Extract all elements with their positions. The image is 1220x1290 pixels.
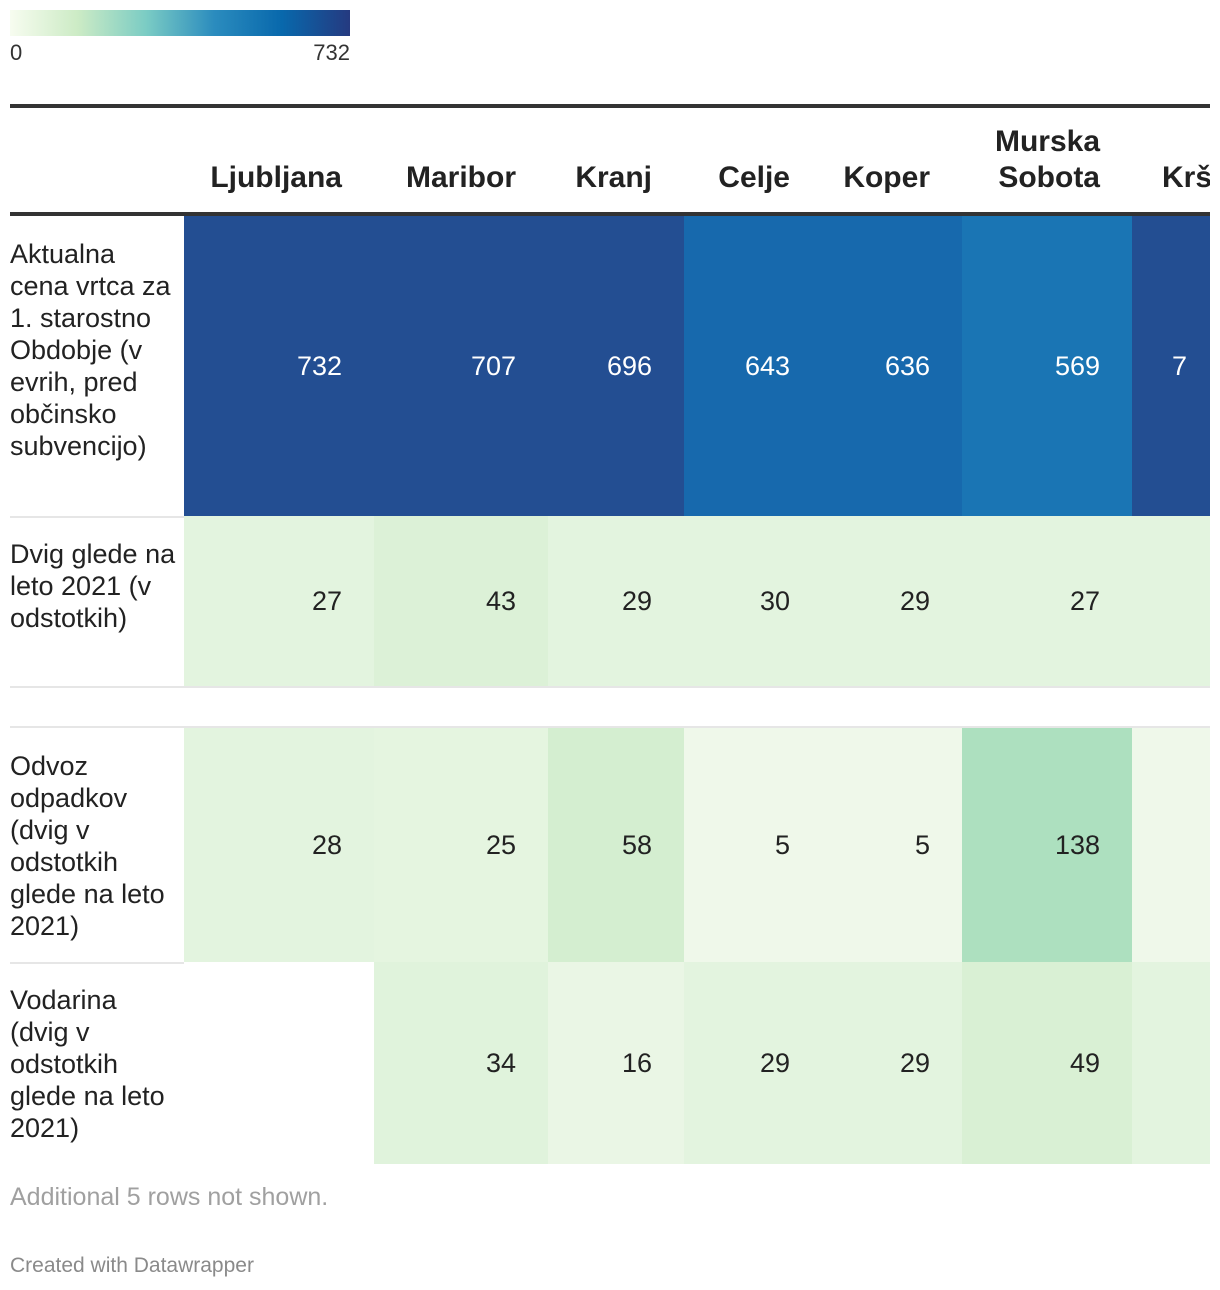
heatmap-cell: 643 — [684, 216, 822, 516]
heatmap-cell: 29 — [822, 516, 962, 686]
heatmap-cell: 29 — [548, 516, 684, 686]
legend-max-label: 732 — [313, 40, 350, 65]
heatmap-cell: 636 — [822, 216, 962, 516]
column-header: Koper — [843, 161, 930, 194]
column-header: Murska Sobota — [994, 125, 1100, 194]
heatmap-cell: 707 — [374, 216, 548, 516]
group-separator — [10, 726, 1210, 728]
footnote: Additional 5 rows not shown. — [10, 1183, 329, 1211]
column-header: Maribor — [405, 161, 516, 194]
row-label: Dvig glede na leto 2021 (v odstotkih) — [10, 539, 176, 633]
row-label: Odvoz odpadkov (dvig v odstotkih glede n… — [10, 751, 165, 941]
heatmap-cell: 29 — [684, 962, 822, 1164]
heatmap-cell: 28 — [184, 728, 374, 962]
credit-link[interactable]: Created with Datawrapper — [10, 1254, 254, 1277]
heatmap-cell: 5 — [684, 728, 822, 962]
heatmap-cell: 569 — [962, 216, 1132, 516]
heatmap-cell: 34 — [374, 962, 548, 1164]
heatmap-cell: 696 — [548, 216, 684, 516]
column-header: Celje — [718, 161, 790, 194]
row-label: Aktualna cena vrtca za 1. starostno Obdo… — [10, 239, 171, 461]
heatmap-cell: 27 — [184, 516, 374, 686]
row-label: Vodarina (dvig v odstotkih glede na leto… — [10, 985, 165, 1143]
heatmap-cell: 25 — [374, 728, 548, 962]
row-separator — [10, 686, 1210, 688]
column-header: Ljubljana — [210, 161, 342, 194]
heatmap-cell — [1132, 962, 1210, 1164]
heatmap-cell: 30 — [684, 516, 822, 686]
color-legend: 0 732 — [10, 10, 350, 65]
heatmap-cell: 27 — [962, 516, 1132, 686]
column-header: Kranj — [575, 161, 652, 194]
heatmap-cell — [1132, 516, 1210, 686]
heatmap-cell: 43 — [374, 516, 548, 686]
column-header: Krš — [1162, 161, 1210, 194]
heatmap-cell — [184, 962, 374, 1164]
legend-min-label: 0 — [10, 40, 23, 65]
heatmap-table: Ljubljana Maribor Kranj Celje Koper Murska Sob… — [10, 104, 1210, 1164]
heatmap-cell: 732 — [184, 216, 374, 516]
heatmap-cell: 58 — [548, 728, 684, 962]
table-top-rule — [10, 104, 1210, 108]
heatmap-cell: 49 — [962, 962, 1132, 1164]
table-header-rule — [10, 212, 1210, 216]
heatmap-cell: 29 — [822, 962, 962, 1164]
heatmap-cell: 7 — [1132, 216, 1210, 516]
heatmap-cell: 138 — [962, 728, 1132, 962]
heatmap-cell: 16 — [548, 962, 684, 1164]
legend-gradient-bar — [10, 10, 350, 36]
heatmap-cell: 5 — [822, 728, 962, 962]
heatmap-cell — [1132, 728, 1210, 962]
